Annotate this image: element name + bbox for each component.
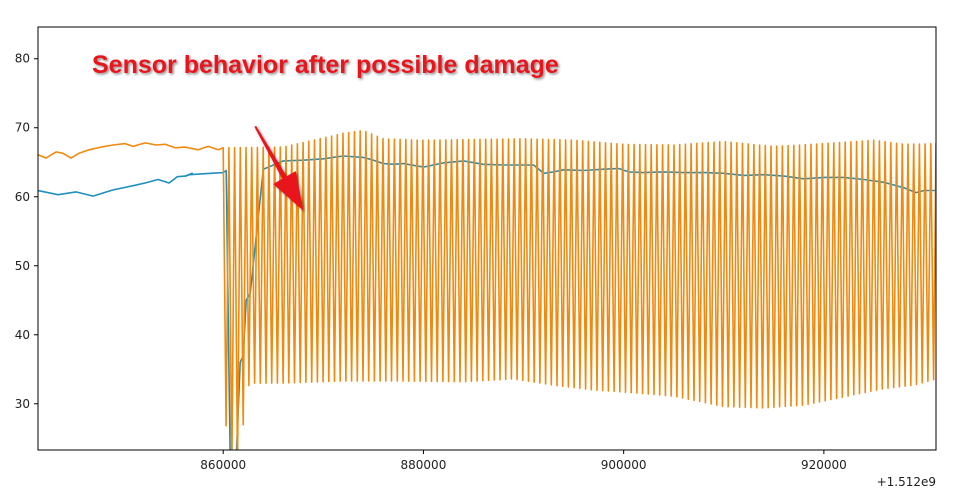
series-line-2	[38, 130, 936, 450]
annotation-text: Sensor behavior after possible damage	[92, 51, 559, 79]
series-layer	[38, 130, 936, 450]
annotation: Sensor behavior after possible damage	[92, 51, 559, 211]
y-axis: 30 40 50 60 70 80	[15, 52, 38, 411]
plot-frame	[37, 26, 937, 451]
annotation-arrow	[254, 125, 304, 211]
y-tick-label: 50	[15, 259, 30, 273]
x-axis: 860000 880000 900000 920000	[200, 450, 847, 472]
y-tick-label: 30	[15, 397, 30, 411]
x-tick-label: 900000	[601, 458, 647, 472]
x-tick-label: 880000	[401, 458, 447, 472]
x-tick-label: 920000	[801, 458, 847, 472]
series-line-1	[38, 155, 936, 450]
y-tick-label: 60	[15, 190, 30, 204]
y-tick-label: 40	[15, 328, 30, 342]
y-tick-label: 70	[15, 121, 30, 135]
x-offset-label: +1.512e9	[877, 475, 936, 489]
x-tick-label: 860000	[200, 458, 246, 472]
y-tick-label: 80	[15, 52, 30, 66]
